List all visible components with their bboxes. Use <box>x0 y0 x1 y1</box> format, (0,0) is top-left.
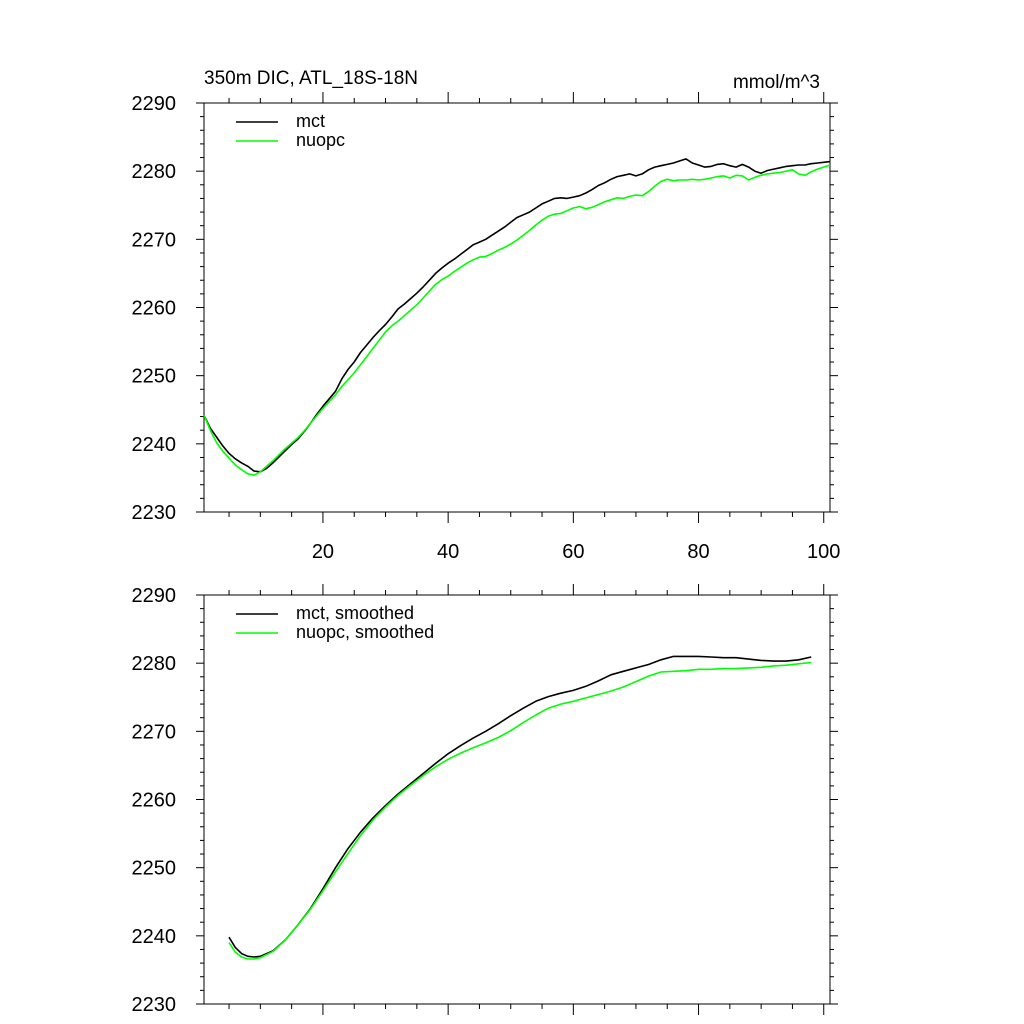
y-tick-label: 2240 <box>132 434 177 456</box>
legend-label: mct, smoothed <box>296 603 414 623</box>
x-tick-label: 40 <box>437 541 459 563</box>
series-line-mct <box>203 158 831 473</box>
y-tick-label: 2260 <box>132 790 177 812</box>
plot-frame <box>203 102 831 513</box>
y-tick-label: 2230 <box>132 994 177 1016</box>
y-tick-label: 2280 <box>132 161 177 183</box>
y-tick-label: 2290 <box>132 585 177 607</box>
y-tick-label: 2270 <box>132 229 177 251</box>
y-tick-label: 2290 <box>132 93 177 115</box>
chart-units: mmol/m^3 <box>733 72 820 93</box>
y-tick-label: 2230 <box>132 502 177 524</box>
x-tick-label: 60 <box>562 541 584 563</box>
legend-label: nuopc, smoothed <box>296 622 434 642</box>
x-tick-label: 20 <box>312 541 334 563</box>
chart-title: 350m DIC, ATL_18S-18N <box>204 68 418 89</box>
series-line-mct-smoothed <box>228 655 812 958</box>
y-tick-label: 2240 <box>132 926 177 948</box>
legend-label: nuopc <box>296 130 345 150</box>
chart-panel-2: 2230 2240 2250 2260 2270 2280 2290 mct, smoothe… <box>132 584 838 1016</box>
x-tick-label: 80 <box>687 541 709 563</box>
y-tick-label: 2250 <box>132 858 177 880</box>
y-tick-label: 2270 <box>132 721 177 743</box>
legend-label: mct <box>296 111 325 131</box>
series-line-nuopc <box>203 164 831 476</box>
y-tick-label: 2260 <box>132 298 177 320</box>
plot-frame <box>203 594 831 1005</box>
y-tick-label: 2280 <box>132 653 177 675</box>
series-line-nuopc-smoothed <box>228 661 812 960</box>
x-tick-label: 100 <box>807 541 840 563</box>
chart-panel-1: 2230 2240 2250 2260 2270 2280 2290 20 40 60 80 100 3… <box>132 68 841 563</box>
y-tick-label: 2250 <box>132 366 177 388</box>
